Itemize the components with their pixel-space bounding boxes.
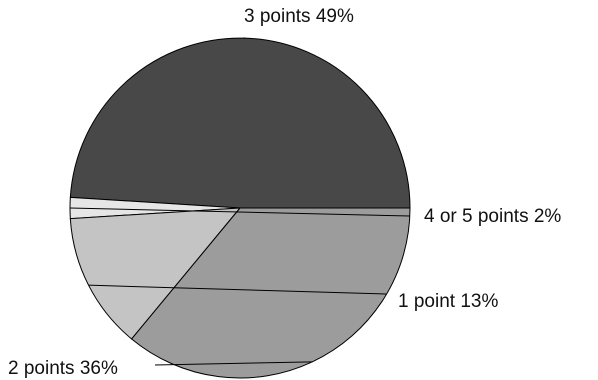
slice-label: 1 point 13% (398, 291, 498, 312)
slice-label: 2 points 36% (8, 358, 118, 379)
label-leader-line (154, 361, 313, 366)
pie-slice-3-points (69, 37, 411, 209)
slice-labels: 3 points 49% 4 or 5 points 2% 1 point 13% 2… (8, 6, 561, 379)
pie-slices (69, 37, 411, 379)
slice-label: 3 points 49% (244, 6, 354, 27)
label-leaders (69, 37, 411, 366)
slice-label: 4 or 5 points 2% (424, 206, 561, 227)
label-leader-line (88, 284, 387, 295)
label-leader-line (69, 207, 411, 217)
